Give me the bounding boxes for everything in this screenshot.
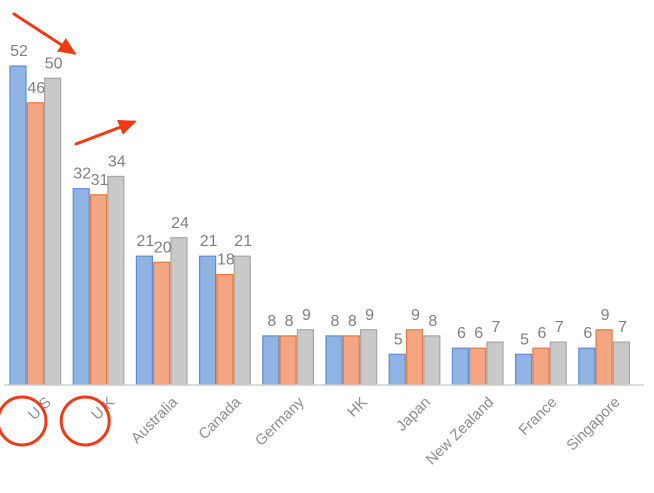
bar-u-s-s3 — [43, 77, 62, 386]
value-label-canada-s2: 18 — [217, 252, 235, 269]
highlight-circle-u-k — [59, 395, 111, 447]
bar-u-k-s2 — [89, 194, 108, 386]
value-label-germany-s3: 9 — [302, 307, 311, 324]
value-label-singapore-s2: 9 — [601, 307, 610, 324]
value-label-hk-s1: 8 — [331, 313, 340, 330]
value-label-new-zealand-s2: 6 — [474, 325, 483, 342]
value-label-new-zealand-s1: 6 — [457, 325, 466, 342]
bar-japan-s2 — [405, 329, 424, 386]
value-label-hk-s2: 8 — [348, 313, 357, 330]
value-label-japan-s1: 5 — [394, 331, 403, 348]
bar-france-s1 — [514, 353, 533, 386]
value-label-france-s3: 7 — [555, 319, 564, 336]
value-label-new-zealand-s3: 7 — [492, 319, 501, 336]
value-label-u-s-s3: 50 — [45, 55, 63, 72]
category-label-france: France — [515, 394, 560, 439]
bar-canada-s1 — [199, 255, 217, 386]
category-label-canada: Canada — [195, 393, 245, 443]
category-label-australia: Australia — [128, 393, 182, 447]
category-label-germany: Germany — [252, 393, 308, 449]
bar-france-s2 — [532, 347, 550, 386]
bar-canada-s3 — [233, 255, 251, 386]
highlight-circle-u-s — [0, 395, 48, 447]
bar-new-zealand-s2 — [469, 347, 487, 386]
value-label-u-s-s2: 46 — [27, 80, 45, 97]
bar-france-s3 — [549, 341, 567, 386]
bar-hk-s3 — [360, 329, 378, 386]
value-label-u-s-s1: 52 — [10, 43, 28, 60]
value-label-u-k-s2: 31 — [91, 172, 109, 189]
bar-japan-s3 — [423, 335, 441, 386]
bar-canada-s2 — [216, 273, 234, 386]
bar-u-s-s1 — [9, 65, 27, 386]
value-label-france-s2: 6 — [537, 325, 546, 342]
arrow-uk-head — [117, 119, 137, 135]
value-label-u-k-s1: 32 — [73, 166, 91, 183]
value-label-japan-s2: 9 — [411, 307, 420, 324]
category-label-hk: HK — [344, 394, 371, 421]
category-label-new-zealand: New Zealand — [423, 394, 498, 469]
annotations-layer — [0, 12, 137, 447]
bar-u-s-s2 — [26, 102, 44, 386]
bar-singapore-s2 — [595, 329, 613, 386]
value-label-australia-s1: 21 — [137, 233, 155, 250]
value-label-hk-s3: 9 — [365, 307, 374, 324]
bar-germany-s2 — [279, 335, 297, 386]
category-label-japan: Japan — [393, 394, 434, 435]
bar-hk-s1 — [325, 335, 343, 386]
bar-singapore-s1 — [578, 347, 596, 386]
value-label-germany-s1: 8 — [267, 313, 276, 330]
bars-layer — [9, 65, 631, 386]
value-label-canada-s1: 21 — [200, 233, 218, 250]
bar-u-k-s1 — [72, 188, 90, 386]
value-label-singapore-s3: 7 — [618, 319, 627, 336]
value-label-australia-s2: 20 — [154, 239, 172, 256]
bar-japan-s1 — [388, 353, 406, 386]
value-label-singapore-s1: 6 — [583, 325, 592, 342]
value-label-france-s1: 5 — [520, 331, 529, 348]
value-label-u-k-s3: 34 — [108, 153, 126, 170]
value-label-germany-s2: 8 — [285, 313, 294, 330]
value-label-canada-s3: 21 — [234, 233, 252, 250]
bar-u-k-s3 — [107, 175, 125, 386]
value-label-japan-s3: 8 — [428, 313, 437, 330]
arrow-us-head — [57, 38, 77, 55]
bar-singapore-s3 — [612, 341, 631, 386]
bar-australia-s1 — [135, 255, 153, 386]
bar-new-zealand-s1 — [451, 347, 469, 386]
category-label-singapore: Singapore — [563, 394, 623, 454]
bar-germany-s1 — [262, 335, 280, 386]
bar-australia-s3 — [170, 237, 188, 386]
bar-australia-s2 — [153, 261, 171, 386]
bar-hk-s2 — [342, 335, 360, 386]
value-label-australia-s3: 24 — [171, 215, 189, 232]
bar-germany-s3 — [296, 329, 314, 386]
bar-new-zealand-s3 — [486, 341, 504, 386]
